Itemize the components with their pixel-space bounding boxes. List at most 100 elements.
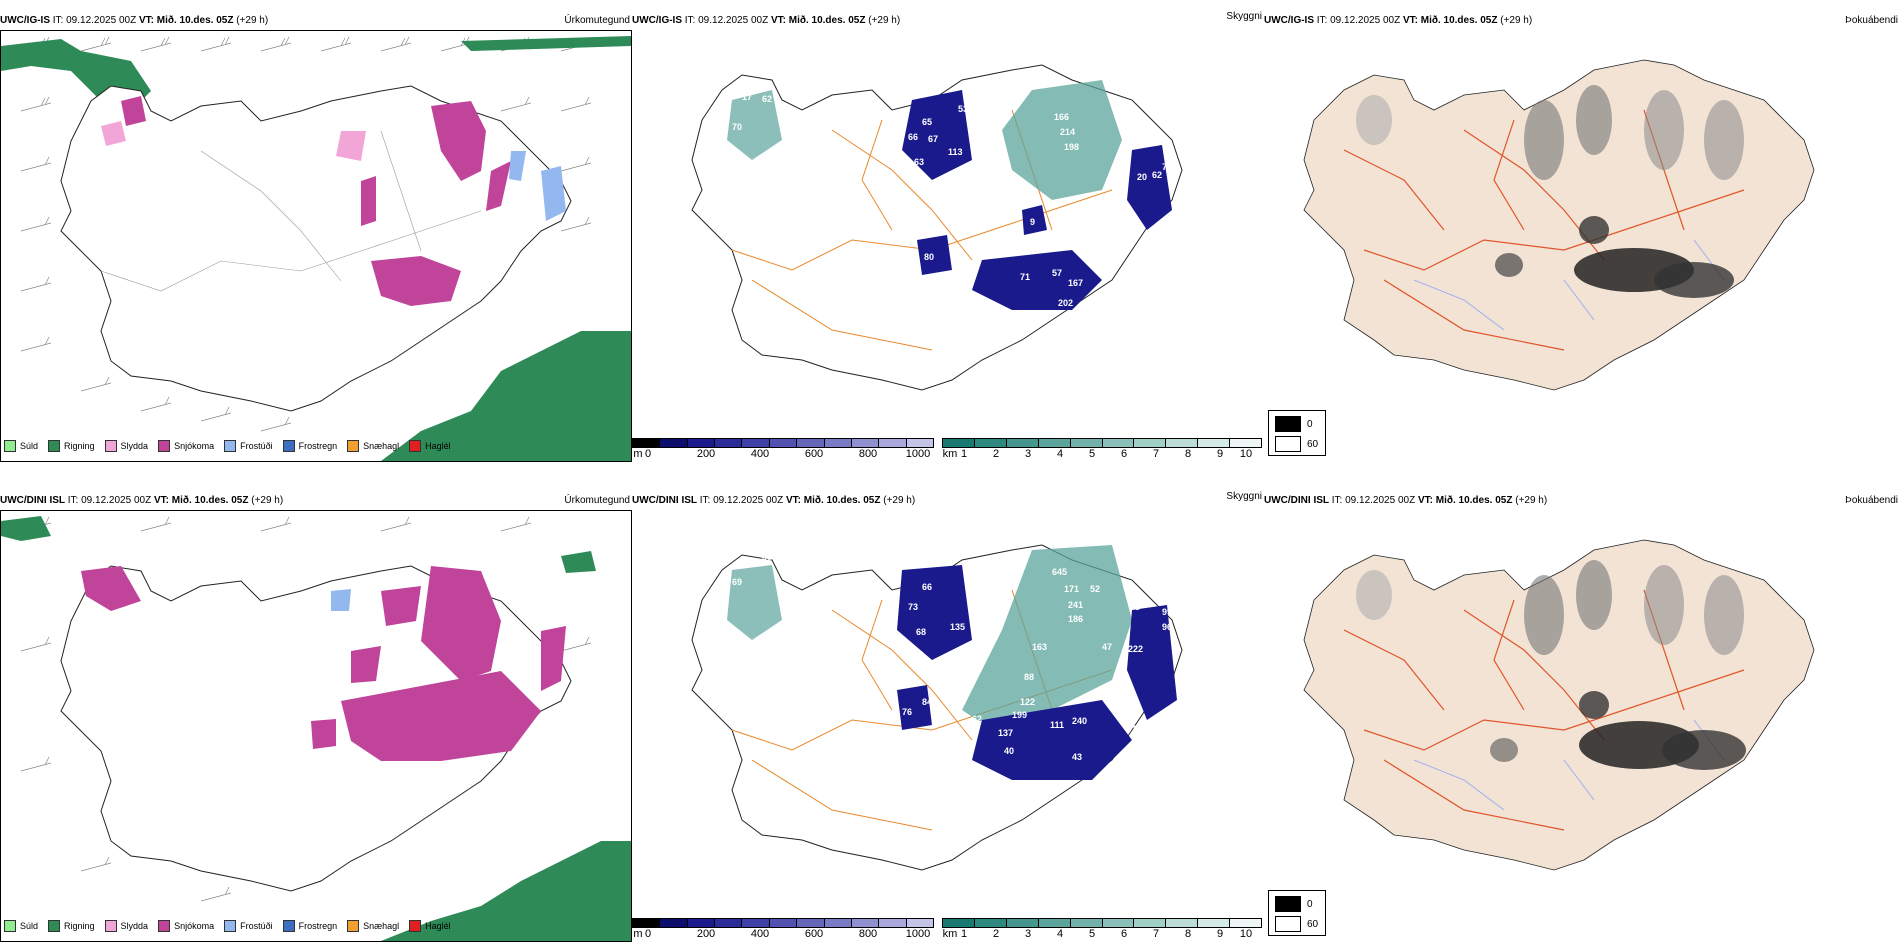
snow-colorbar-ticks-row1: m 0 200 400 600 800 1000	[632, 448, 932, 462]
init-time: IT: 09.12.2025 00Z	[67, 495, 152, 506]
legend-item: Frostúði	[224, 440, 273, 452]
snow-label: 199	[1012, 710, 1027, 720]
snow-label: 171	[1064, 584, 1079, 594]
legend-item: Frostregn	[282, 440, 337, 452]
snow-label: 62	[762, 94, 772, 104]
rain-area-south	[381, 841, 631, 941]
snow-label: 76	[1110, 700, 1120, 710]
colorbar-tick: 1000	[905, 448, 931, 460]
legend-label: Frostregn	[298, 921, 338, 931]
snow-label: 222	[1128, 644, 1143, 654]
colorbar-tick: 9	[1216, 448, 1224, 460]
vis-header-row2: UWC/DINI ISL IT: 09.12.2025 00Z VT: Mið.…	[632, 491, 1264, 510]
snow-label: 67	[928, 134, 938, 144]
valid-time: VT: Mið. 10.des. 05Z	[153, 495, 249, 506]
snow-label: 19	[956, 172, 966, 182]
precip-title: Úrkomutegund	[564, 495, 630, 506]
legend-label: Frostúði	[240, 441, 273, 451]
snow-label: 84	[922, 697, 932, 707]
snow-colorbar-row1	[632, 438, 934, 448]
fog-legend-value: 60	[1307, 918, 1319, 930]
snow-label: 590	[1112, 170, 1127, 180]
colorbar-tick: 8	[1184, 448, 1192, 460]
colorbar-tick: 6	[1120, 928, 1128, 940]
snow-label: 20	[1137, 172, 1147, 182]
cloud-area	[962, 545, 1132, 730]
legend-label: Súld	[20, 441, 39, 451]
colorbar-tick: 1	[960, 448, 968, 460]
init-time: IT: 09.12.2025 00Z	[1331, 495, 1416, 506]
model-name: UWC/DINI ISL	[1264, 495, 1329, 506]
model-name: UWC/IG-IS	[1264, 15, 1314, 26]
swatch-snow-pellets	[347, 920, 360, 932]
snow-label: 58	[762, 552, 772, 562]
fog-legend-row2: 0 60	[1268, 890, 1326, 936]
visibility-panel-row1: UWC/IG-IS IT: 09.12.2025 00Z VT: Mið. 10…	[632, 11, 1264, 464]
legend-label: Snæhagl	[363, 441, 400, 451]
snow-label: 52	[1090, 584, 1100, 594]
colorbar-tick: 3	[1024, 928, 1032, 940]
snow-label: 62	[972, 714, 982, 724]
snow-label: 53	[958, 104, 968, 114]
cloud-area	[1002, 80, 1122, 200]
snow-label: 80	[924, 252, 934, 262]
snow-area-2	[371, 256, 461, 306]
swatch-snow	[158, 440, 171, 452]
snow-label: 9	[1030, 217, 1035, 227]
snow-label: 214	[1060, 127, 1075, 137]
valid-time: VT: Mið. 10.des. 05Z	[1402, 15, 1498, 26]
fog-legend-row: 60	[1275, 436, 1318, 452]
snow-colorbar-row2	[632, 918, 934, 928]
precip-title: Úrkomutegund	[564, 15, 630, 26]
colorbar-unit: km	[942, 448, 958, 460]
precip-panel-row1: UWC/IG-IS IT: 09.12.2025 00Z VT: Mið. 10…	[0, 14, 632, 464]
snow-label: 66	[908, 132, 918, 142]
snow-labels: 58 69 66 73 68 135 645 171 52 241 186 78…	[732, 552, 1172, 762]
fog-header-row2: UWC/DINI ISL IT: 09.12.2025 00Z VT: Mið.…	[1264, 494, 1900, 510]
snow-area-2	[341, 671, 541, 761]
swatch-freezing-drizzle	[224, 920, 237, 932]
model-name: UWC/IG-IS	[0, 15, 50, 26]
legend-item: Frostúði	[224, 920, 273, 932]
legend-label: Frostúði	[240, 921, 273, 931]
swatch-freezing-drizzle	[224, 440, 237, 452]
visibility-map: 58 69 66 73 68 135 645 171 52 241 186 78…	[691, 544, 1183, 871]
colorbar-tick: 8	[1184, 928, 1192, 940]
snow-label: 57	[1052, 268, 1062, 278]
precip-map	[0, 510, 632, 942]
colorbar-tick: 2	[992, 448, 1000, 460]
legend-label: Snjókoma	[174, 441, 215, 451]
snow-area-1	[431, 101, 486, 181]
lead-time: (+29 h)	[868, 15, 901, 26]
swatch-snow-pellets	[347, 440, 360, 452]
fog-legend-row: 60	[1275, 916, 1318, 932]
model-name: UWC/IG-IS	[632, 15, 682, 26]
snow-label: 78	[1130, 602, 1140, 612]
roads	[1343, 589, 1745, 831]
colorbar-tick: 400	[750, 448, 770, 460]
snow-labels: 17 62 70 65 66 67 63 113 53 19 166 214 1…	[732, 92, 1172, 352]
fog-map	[1303, 59, 1815, 391]
fog-legend-row1: 0 60	[1268, 410, 1326, 456]
fog-panel-row1: UWC/IG-IS IT: 09.12.2025 00Z VT: Mið. 10…	[1264, 14, 1900, 464]
fog-areas	[1356, 560, 1746, 770]
colorbar-tick: 7	[1152, 448, 1160, 460]
colorbar-unit: km	[942, 928, 958, 940]
legend-item: Snjókoma	[158, 440, 214, 452]
swatch-drizzle	[4, 920, 16, 932]
snow-depth-area	[972, 250, 1102, 310]
visibility-map: 17 62 70 65 66 67 63 113 53 19 166 214 1…	[691, 64, 1183, 391]
snow-area-1	[421, 566, 501, 681]
fog-legend-value: 0	[1307, 898, 1313, 910]
lead-time: (+29 h)	[1500, 15, 1533, 26]
swatch-rain	[48, 440, 61, 452]
swatch-sleet	[104, 920, 117, 932]
precip-map	[0, 30, 632, 462]
snow-label: 40	[1004, 746, 1014, 756]
colorbar-tick: 200	[696, 448, 716, 460]
cloud-colorbar-row1	[942, 438, 1262, 448]
swatch-drizzle	[4, 440, 16, 452]
snow-label: 186	[1068, 614, 1083, 624]
init-time: IT: 09.12.2025 00Z	[684, 15, 769, 26]
swatch-sleet	[104, 440, 117, 452]
